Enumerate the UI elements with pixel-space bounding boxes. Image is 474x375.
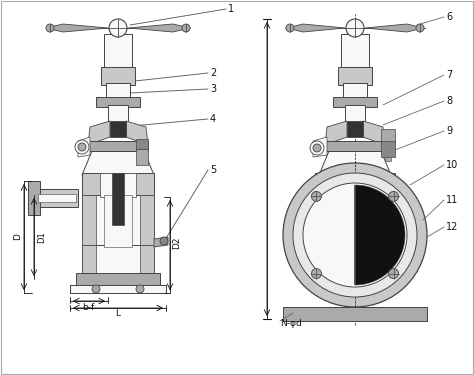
Circle shape bbox=[182, 24, 190, 32]
Text: 10: 10 bbox=[446, 160, 458, 170]
Bar bbox=[136, 149, 148, 165]
Bar bbox=[346, 37, 364, 105]
Polygon shape bbox=[287, 24, 345, 32]
Bar bbox=[283, 307, 427, 321]
Circle shape bbox=[416, 24, 424, 32]
Bar bbox=[325, 141, 385, 151]
Polygon shape bbox=[365, 24, 423, 32]
Bar bbox=[341, 34, 369, 69]
Text: 3: 3 bbox=[210, 84, 216, 94]
Bar bbox=[82, 195, 96, 247]
Bar bbox=[96, 97, 140, 107]
Bar bbox=[381, 173, 395, 215]
Polygon shape bbox=[128, 24, 190, 32]
Text: 9: 9 bbox=[446, 126, 452, 136]
Circle shape bbox=[78, 143, 86, 151]
Circle shape bbox=[92, 285, 100, 293]
Polygon shape bbox=[313, 137, 327, 157]
Circle shape bbox=[109, 19, 127, 37]
Circle shape bbox=[293, 173, 417, 297]
Circle shape bbox=[283, 163, 427, 307]
Bar bbox=[108, 105, 128, 123]
Bar bbox=[82, 173, 154, 197]
Bar bbox=[347, 121, 363, 137]
Text: 12: 12 bbox=[446, 222, 458, 232]
Bar bbox=[100, 173, 136, 197]
Text: 5: 5 bbox=[210, 165, 216, 175]
Circle shape bbox=[311, 191, 321, 201]
Bar bbox=[333, 97, 377, 107]
Polygon shape bbox=[355, 185, 405, 285]
Circle shape bbox=[313, 144, 321, 152]
Bar bbox=[140, 195, 154, 247]
Text: D1: D1 bbox=[37, 231, 46, 243]
Circle shape bbox=[389, 268, 399, 279]
Polygon shape bbox=[82, 151, 154, 175]
Bar bbox=[38, 189, 78, 207]
Bar bbox=[104, 34, 132, 69]
Polygon shape bbox=[126, 121, 148, 145]
Polygon shape bbox=[154, 237, 168, 247]
Circle shape bbox=[286, 24, 294, 32]
Polygon shape bbox=[88, 121, 110, 145]
Bar bbox=[110, 121, 126, 137]
Circle shape bbox=[46, 24, 54, 32]
Bar bbox=[338, 67, 372, 85]
Circle shape bbox=[136, 285, 144, 293]
Bar bbox=[101, 67, 135, 85]
Bar bbox=[28, 181, 40, 215]
Text: 6: 6 bbox=[446, 12, 452, 22]
Circle shape bbox=[346, 19, 364, 37]
Polygon shape bbox=[46, 24, 108, 32]
Bar bbox=[315, 173, 395, 215]
Bar bbox=[38, 194, 76, 202]
Bar bbox=[82, 195, 154, 247]
Text: D2: D2 bbox=[172, 237, 181, 249]
Bar bbox=[345, 105, 365, 123]
Polygon shape bbox=[325, 121, 347, 145]
Text: 1: 1 bbox=[228, 4, 234, 14]
Polygon shape bbox=[319, 151, 391, 175]
Bar bbox=[88, 141, 148, 151]
Bar bbox=[104, 195, 132, 247]
Polygon shape bbox=[363, 121, 385, 145]
Bar bbox=[343, 83, 367, 99]
Bar bbox=[82, 245, 154, 275]
Bar bbox=[70, 285, 166, 293]
Bar bbox=[136, 139, 148, 149]
Bar bbox=[140, 245, 154, 275]
Bar bbox=[385, 157, 391, 161]
Text: b-f: b-f bbox=[82, 303, 94, 312]
Bar bbox=[109, 37, 127, 105]
Text: 2: 2 bbox=[210, 68, 216, 78]
Text: D: D bbox=[13, 234, 22, 240]
Polygon shape bbox=[78, 137, 90, 157]
Circle shape bbox=[311, 268, 321, 279]
Bar bbox=[106, 83, 130, 99]
Bar bbox=[381, 129, 395, 143]
Text: N-φd: N-φd bbox=[280, 318, 302, 327]
Circle shape bbox=[160, 237, 168, 245]
Bar bbox=[82, 245, 96, 275]
Bar bbox=[112, 173, 124, 225]
Text: 11: 11 bbox=[446, 195, 458, 205]
Text: L: L bbox=[116, 309, 120, 318]
Circle shape bbox=[389, 191, 399, 201]
Text: 8: 8 bbox=[446, 96, 452, 106]
Bar bbox=[76, 273, 160, 287]
Text: 4: 4 bbox=[210, 114, 216, 124]
Bar bbox=[381, 141, 395, 157]
Circle shape bbox=[303, 183, 407, 287]
Circle shape bbox=[75, 140, 89, 154]
Circle shape bbox=[310, 141, 324, 155]
Bar bbox=[315, 173, 329, 215]
Text: 7: 7 bbox=[446, 70, 452, 80]
